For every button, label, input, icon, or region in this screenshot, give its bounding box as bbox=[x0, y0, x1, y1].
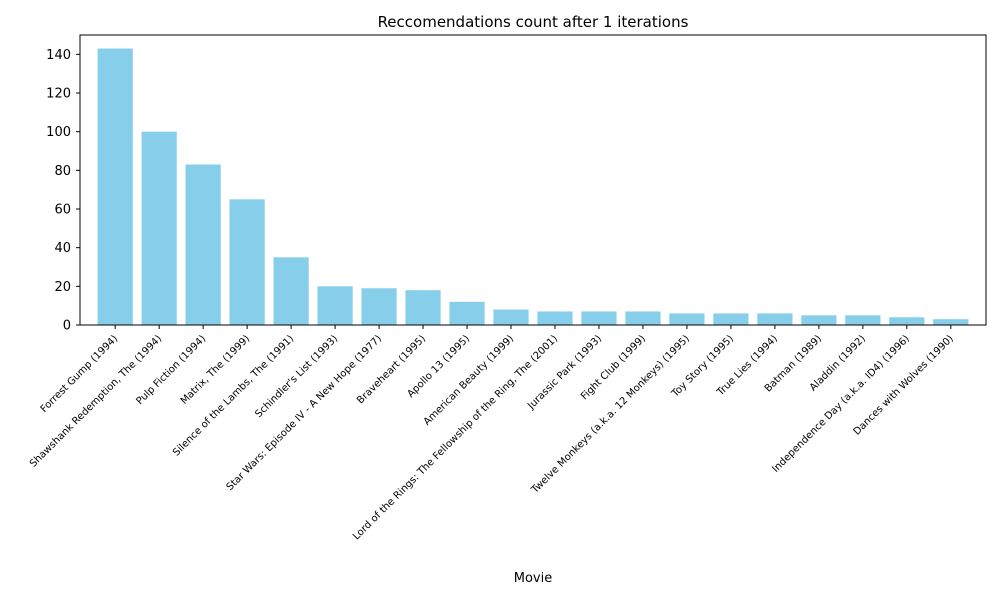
bar bbox=[757, 313, 793, 325]
x-axis-label: Movie bbox=[514, 571, 552, 586]
y-tick-label: 140 bbox=[46, 48, 71, 63]
x-tick-label: American Beauty (1999) bbox=[422, 333, 516, 427]
bar bbox=[405, 290, 441, 325]
chart-title: Reccomendations count after 1 iterations bbox=[378, 13, 689, 31]
bar bbox=[141, 131, 177, 325]
bar bbox=[493, 309, 529, 325]
bar bbox=[537, 311, 573, 325]
x-axis: Forrest Gump (1994)Shawshank Redemption,… bbox=[28, 325, 956, 542]
plot-frame bbox=[79, 34, 987, 326]
bar bbox=[933, 319, 969, 325]
y-tick-label: 100 bbox=[46, 125, 71, 140]
bar bbox=[361, 288, 397, 325]
y-axis: 0 20 40 60 80 100 120 140 bbox=[46, 48, 80, 334]
bar bbox=[581, 311, 617, 325]
x-tick-label: Lord of the Rings: The Fellowship of the… bbox=[351, 333, 560, 542]
x-tick-label: Schindler's List (1993) bbox=[253, 333, 340, 420]
y-tick-label: 60 bbox=[54, 203, 71, 218]
bar bbox=[97, 48, 133, 325]
bar bbox=[317, 286, 353, 325]
bar bbox=[889, 317, 925, 325]
bar bbox=[801, 315, 837, 325]
y-tick-label: 20 bbox=[54, 280, 71, 295]
y-tick-label: 40 bbox=[54, 241, 71, 256]
bar bbox=[449, 301, 485, 325]
bars-layer bbox=[97, 48, 969, 325]
y-tick-label: 80 bbox=[54, 164, 71, 179]
bar bbox=[845, 315, 881, 325]
bar bbox=[229, 199, 265, 325]
bar bbox=[669, 313, 705, 325]
x-tick-label: Star Wars: Episode IV - A New Hope (1977… bbox=[225, 333, 385, 493]
bar bbox=[713, 313, 749, 325]
bar bbox=[185, 164, 221, 325]
y-tick-label: 0 bbox=[63, 319, 71, 334]
x-tick-label: Jurassic Park (1993) bbox=[525, 333, 604, 412]
x-tick-label: Twelve Monkeys (a.k.a. 12 Monkeys) (1995… bbox=[529, 333, 692, 496]
y-tick-label: 120 bbox=[46, 87, 71, 102]
x-tick-label: Forrest Gump (1994) bbox=[39, 333, 121, 415]
bar bbox=[625, 311, 661, 325]
bar bbox=[273, 257, 309, 325]
